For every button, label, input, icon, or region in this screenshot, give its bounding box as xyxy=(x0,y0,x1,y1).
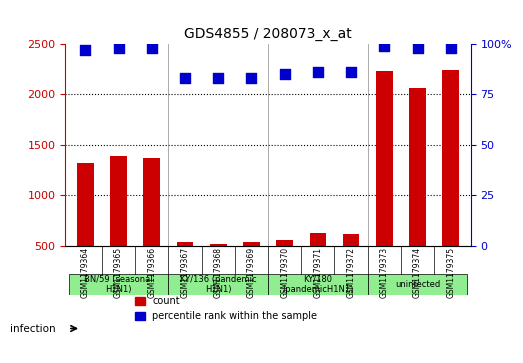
Text: GSM1179368: GSM1179368 xyxy=(214,247,223,298)
FancyBboxPatch shape xyxy=(168,274,268,295)
Text: infection: infection xyxy=(10,323,56,334)
Point xyxy=(380,43,389,49)
Text: uninfected: uninfected xyxy=(395,280,440,289)
Bar xyxy=(409,88,426,246)
Point xyxy=(147,45,156,50)
Text: GSM1179373: GSM1179373 xyxy=(380,247,389,298)
Text: GSM1179372: GSM1179372 xyxy=(347,247,356,298)
Text: KY/136 (pandemic
H1N1): KY/136 (pandemic H1N1) xyxy=(180,275,256,294)
Point xyxy=(115,45,123,50)
Text: GSM1179374: GSM1179374 xyxy=(413,247,422,298)
Point xyxy=(181,75,189,81)
Title: GDS4855 / 208073_x_at: GDS4855 / 208073_x_at xyxy=(184,27,352,41)
Bar xyxy=(442,70,459,246)
Text: GSM1179371: GSM1179371 xyxy=(313,247,322,298)
FancyBboxPatch shape xyxy=(268,274,368,295)
Point xyxy=(280,71,289,77)
Bar xyxy=(210,244,226,246)
Text: KY/180
(pandemicH1N1): KY/180 (pandemicH1N1) xyxy=(282,275,354,294)
Text: GSM1179364: GSM1179364 xyxy=(81,247,90,298)
Point xyxy=(413,45,422,50)
Bar xyxy=(77,163,94,246)
Bar xyxy=(177,242,194,246)
Text: GSM1179366: GSM1179366 xyxy=(147,247,156,298)
Text: GSM1179369: GSM1179369 xyxy=(247,247,256,298)
Text: GSM1179367: GSM1179367 xyxy=(180,247,189,298)
Legend: count, percentile rank within the sample: count, percentile rank within the sample xyxy=(131,293,321,325)
Point xyxy=(314,69,322,75)
Bar xyxy=(343,234,359,246)
Text: GSM1179375: GSM1179375 xyxy=(446,247,455,298)
Text: GSM1179365: GSM1179365 xyxy=(114,247,123,298)
FancyBboxPatch shape xyxy=(368,274,468,295)
Point xyxy=(214,75,222,81)
Bar xyxy=(243,242,260,246)
Bar xyxy=(276,240,293,246)
Text: GSM1179370: GSM1179370 xyxy=(280,247,289,298)
FancyBboxPatch shape xyxy=(69,274,168,295)
Bar xyxy=(310,233,326,246)
Point xyxy=(247,75,256,81)
Bar xyxy=(143,158,160,246)
Point xyxy=(447,45,455,50)
Text: BN/59 (seasonal
H1N1): BN/59 (seasonal H1N1) xyxy=(84,275,153,294)
Point xyxy=(347,69,355,75)
Point xyxy=(81,47,89,53)
Bar xyxy=(110,156,127,246)
Bar xyxy=(376,71,393,246)
